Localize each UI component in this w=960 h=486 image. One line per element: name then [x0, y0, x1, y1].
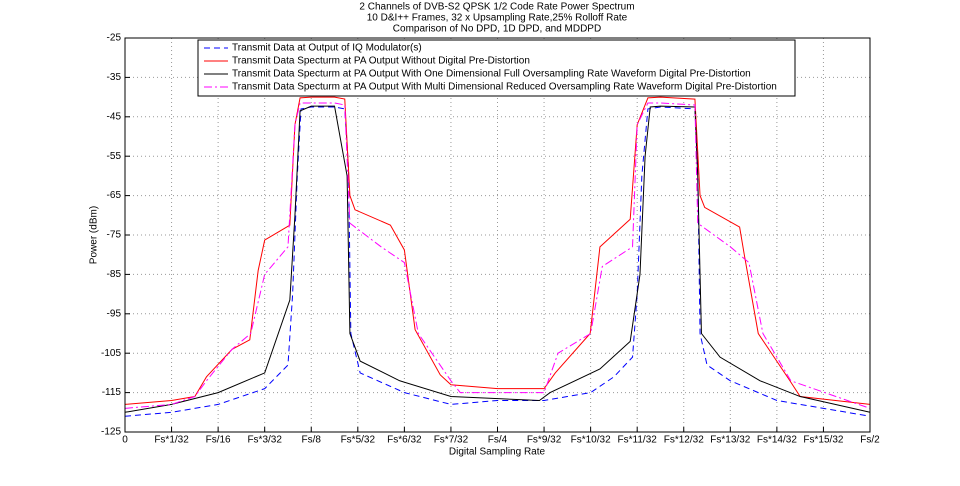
- x-tick-label: Fs/4: [488, 435, 508, 446]
- x-tick-label: Fs*15/32: [803, 435, 843, 446]
- x-tick-label: Fs*13/32: [710, 435, 750, 446]
- legend-label: Transmit Data Specturm at PA Output With…: [232, 82, 777, 93]
- x-tick-label: 0: [122, 435, 128, 446]
- x-tick-label: Fs*12/32: [664, 435, 704, 446]
- y-tick-label: -85: [107, 269, 122, 280]
- legend-label: Transmit Data Specturm at PA Output With…: [232, 56, 530, 67]
- legend-label: Transmit Data at Output of IQ Modulator(…: [232, 43, 422, 54]
- x-tick-label: Fs*6/32: [387, 435, 422, 446]
- x-tick-label: Fs*10/32: [571, 435, 611, 446]
- legend-label: Transmit Data Specturm at PA Output With…: [232, 69, 751, 80]
- y-tick-label: -125: [101, 427, 121, 438]
- series-line: [124, 105, 871, 413]
- legend: Transmit Data at Output of IQ Modulator(…: [197, 39, 796, 97]
- x-tick-label: Fs*3/32: [247, 435, 282, 446]
- chart-title: Comparison of No DPD, 1D DPD, and MDDPD: [393, 24, 601, 35]
- y-tick-label: -35: [107, 72, 122, 83]
- axes-box: [124, 37, 871, 433]
- y-tick-label: -45: [107, 111, 122, 122]
- legend-box: [197, 39, 796, 97]
- y-tick-label: -75: [107, 230, 122, 241]
- x-tick-label: Fs*11/32: [618, 435, 658, 446]
- x-tick-label: Fs/16: [206, 435, 231, 446]
- x-tick-label: Fs*9/32: [527, 435, 562, 446]
- y-tick-label: -65: [107, 190, 122, 201]
- x-tick-label: Fs*7/32: [434, 435, 469, 446]
- x-axis-label: Digital Sampling Rate: [449, 447, 546, 458]
- y-tick-label: -25: [107, 33, 122, 44]
- y-axis-label: Power (dBm): [89, 206, 100, 264]
- y-tick-label: -115: [102, 387, 122, 398]
- y-tick-label: -95: [107, 308, 122, 319]
- series-line: [124, 106, 871, 417]
- x-tick-label: Fs/2: [860, 435, 880, 446]
- chart-title: 10 D&I++ Frames, 32 x Upsampling Rate,25…: [367, 13, 628, 24]
- x-tick-label: Fs/8: [302, 435, 322, 446]
- x-tick-label: Fs*5/32: [341, 435, 376, 446]
- x-tick-label: Fs*1/32: [154, 435, 189, 446]
- y-tick-label: -105: [101, 348, 121, 359]
- series-line: [124, 96, 871, 405]
- chart-title: 2 Channels of DVB-S2 QPSK 1/2 Code Rate …: [359, 2, 634, 13]
- series-line: [124, 102, 871, 409]
- lines: [124, 96, 871, 417]
- x-tick-label: Fs*14/32: [757, 435, 797, 446]
- y-tick-label: -55: [107, 151, 122, 162]
